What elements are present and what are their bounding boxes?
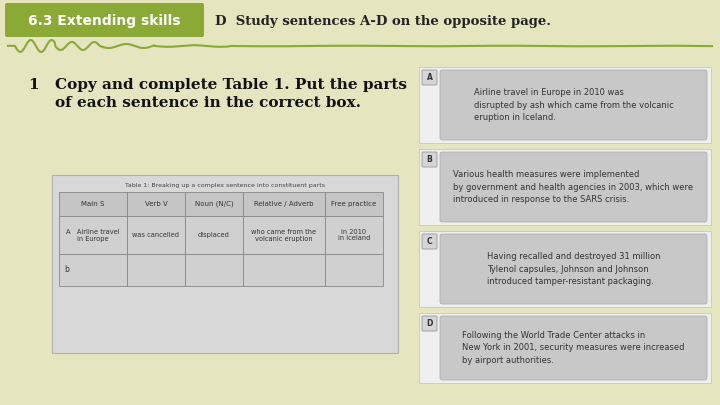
FancyBboxPatch shape — [419, 67, 711, 143]
Text: 6.3 Extending skills: 6.3 Extending skills — [28, 14, 180, 28]
Text: Noun (N/C): Noun (N/C) — [194, 201, 233, 207]
FancyBboxPatch shape — [422, 152, 437, 167]
Text: Having recalled and destroyed 31 million
Tylenol capsules, Johnson and Johnson
i: Having recalled and destroyed 31 million… — [487, 252, 660, 286]
FancyBboxPatch shape — [440, 316, 707, 380]
Text: C: C — [427, 237, 432, 246]
Text: A: A — [426, 73, 433, 82]
Bar — [59, 254, 127, 286]
FancyBboxPatch shape — [422, 316, 437, 331]
Bar — [243, 216, 325, 254]
Text: Relative / Adverb: Relative / Adverb — [254, 201, 314, 207]
FancyBboxPatch shape — [52, 175, 398, 353]
Text: Main S: Main S — [81, 201, 104, 207]
Text: Free practice: Free practice — [331, 201, 377, 207]
Bar — [185, 192, 243, 216]
Text: D: D — [426, 319, 433, 328]
FancyBboxPatch shape — [5, 3, 204, 37]
Bar — [59, 192, 127, 216]
FancyBboxPatch shape — [419, 149, 711, 225]
Text: in 2010
in Iceland: in 2010 in Iceland — [338, 228, 370, 241]
Bar — [185, 216, 243, 254]
Text: displaced: displaced — [198, 232, 230, 238]
Text: b: b — [64, 266, 69, 275]
Text: Copy and complete Table 1. Put the parts: Copy and complete Table 1. Put the parts — [55, 78, 407, 92]
Bar — [325, 254, 383, 286]
Text: Various health measures were implemented
by government and health agencies in 20: Various health measures were implemented… — [454, 170, 693, 204]
FancyBboxPatch shape — [440, 70, 707, 140]
Text: D  Study sentences A-D on the opposite page.: D Study sentences A-D on the opposite pa… — [215, 15, 551, 28]
Bar — [185, 254, 243, 286]
FancyBboxPatch shape — [422, 70, 437, 85]
FancyBboxPatch shape — [440, 152, 707, 222]
FancyBboxPatch shape — [419, 231, 711, 307]
Text: Following the World Trade Center attacks in
New York in 2001, security measures : Following the World Trade Center attacks… — [462, 331, 685, 365]
Bar — [243, 254, 325, 286]
FancyBboxPatch shape — [419, 313, 711, 383]
Text: Airline travel in Europe in 2010 was
disrupted by ash which came from the volcan: Airline travel in Europe in 2010 was dis… — [474, 88, 673, 122]
FancyBboxPatch shape — [440, 234, 707, 304]
Text: Verb V: Verb V — [145, 201, 167, 207]
Bar — [59, 216, 127, 254]
Bar — [325, 192, 383, 216]
Bar — [127, 254, 185, 286]
FancyBboxPatch shape — [422, 234, 437, 249]
Bar — [325, 216, 383, 254]
Text: B: B — [427, 155, 433, 164]
Text: was cancelled: was cancelled — [132, 232, 179, 238]
Text: of each sentence in the correct box.: of each sentence in the correct box. — [55, 96, 361, 110]
Bar — [127, 216, 185, 254]
Text: 1: 1 — [28, 78, 39, 92]
Text: who came from the
volcanic eruption: who came from the volcanic eruption — [251, 228, 317, 241]
Text: Table 1: Breaking up a complex sentence into constituent parts: Table 1: Breaking up a complex sentence … — [125, 183, 325, 188]
Bar — [243, 192, 325, 216]
Text: A   Airline travel
in Europe: A Airline travel in Europe — [66, 228, 120, 241]
Bar — [127, 192, 185, 216]
